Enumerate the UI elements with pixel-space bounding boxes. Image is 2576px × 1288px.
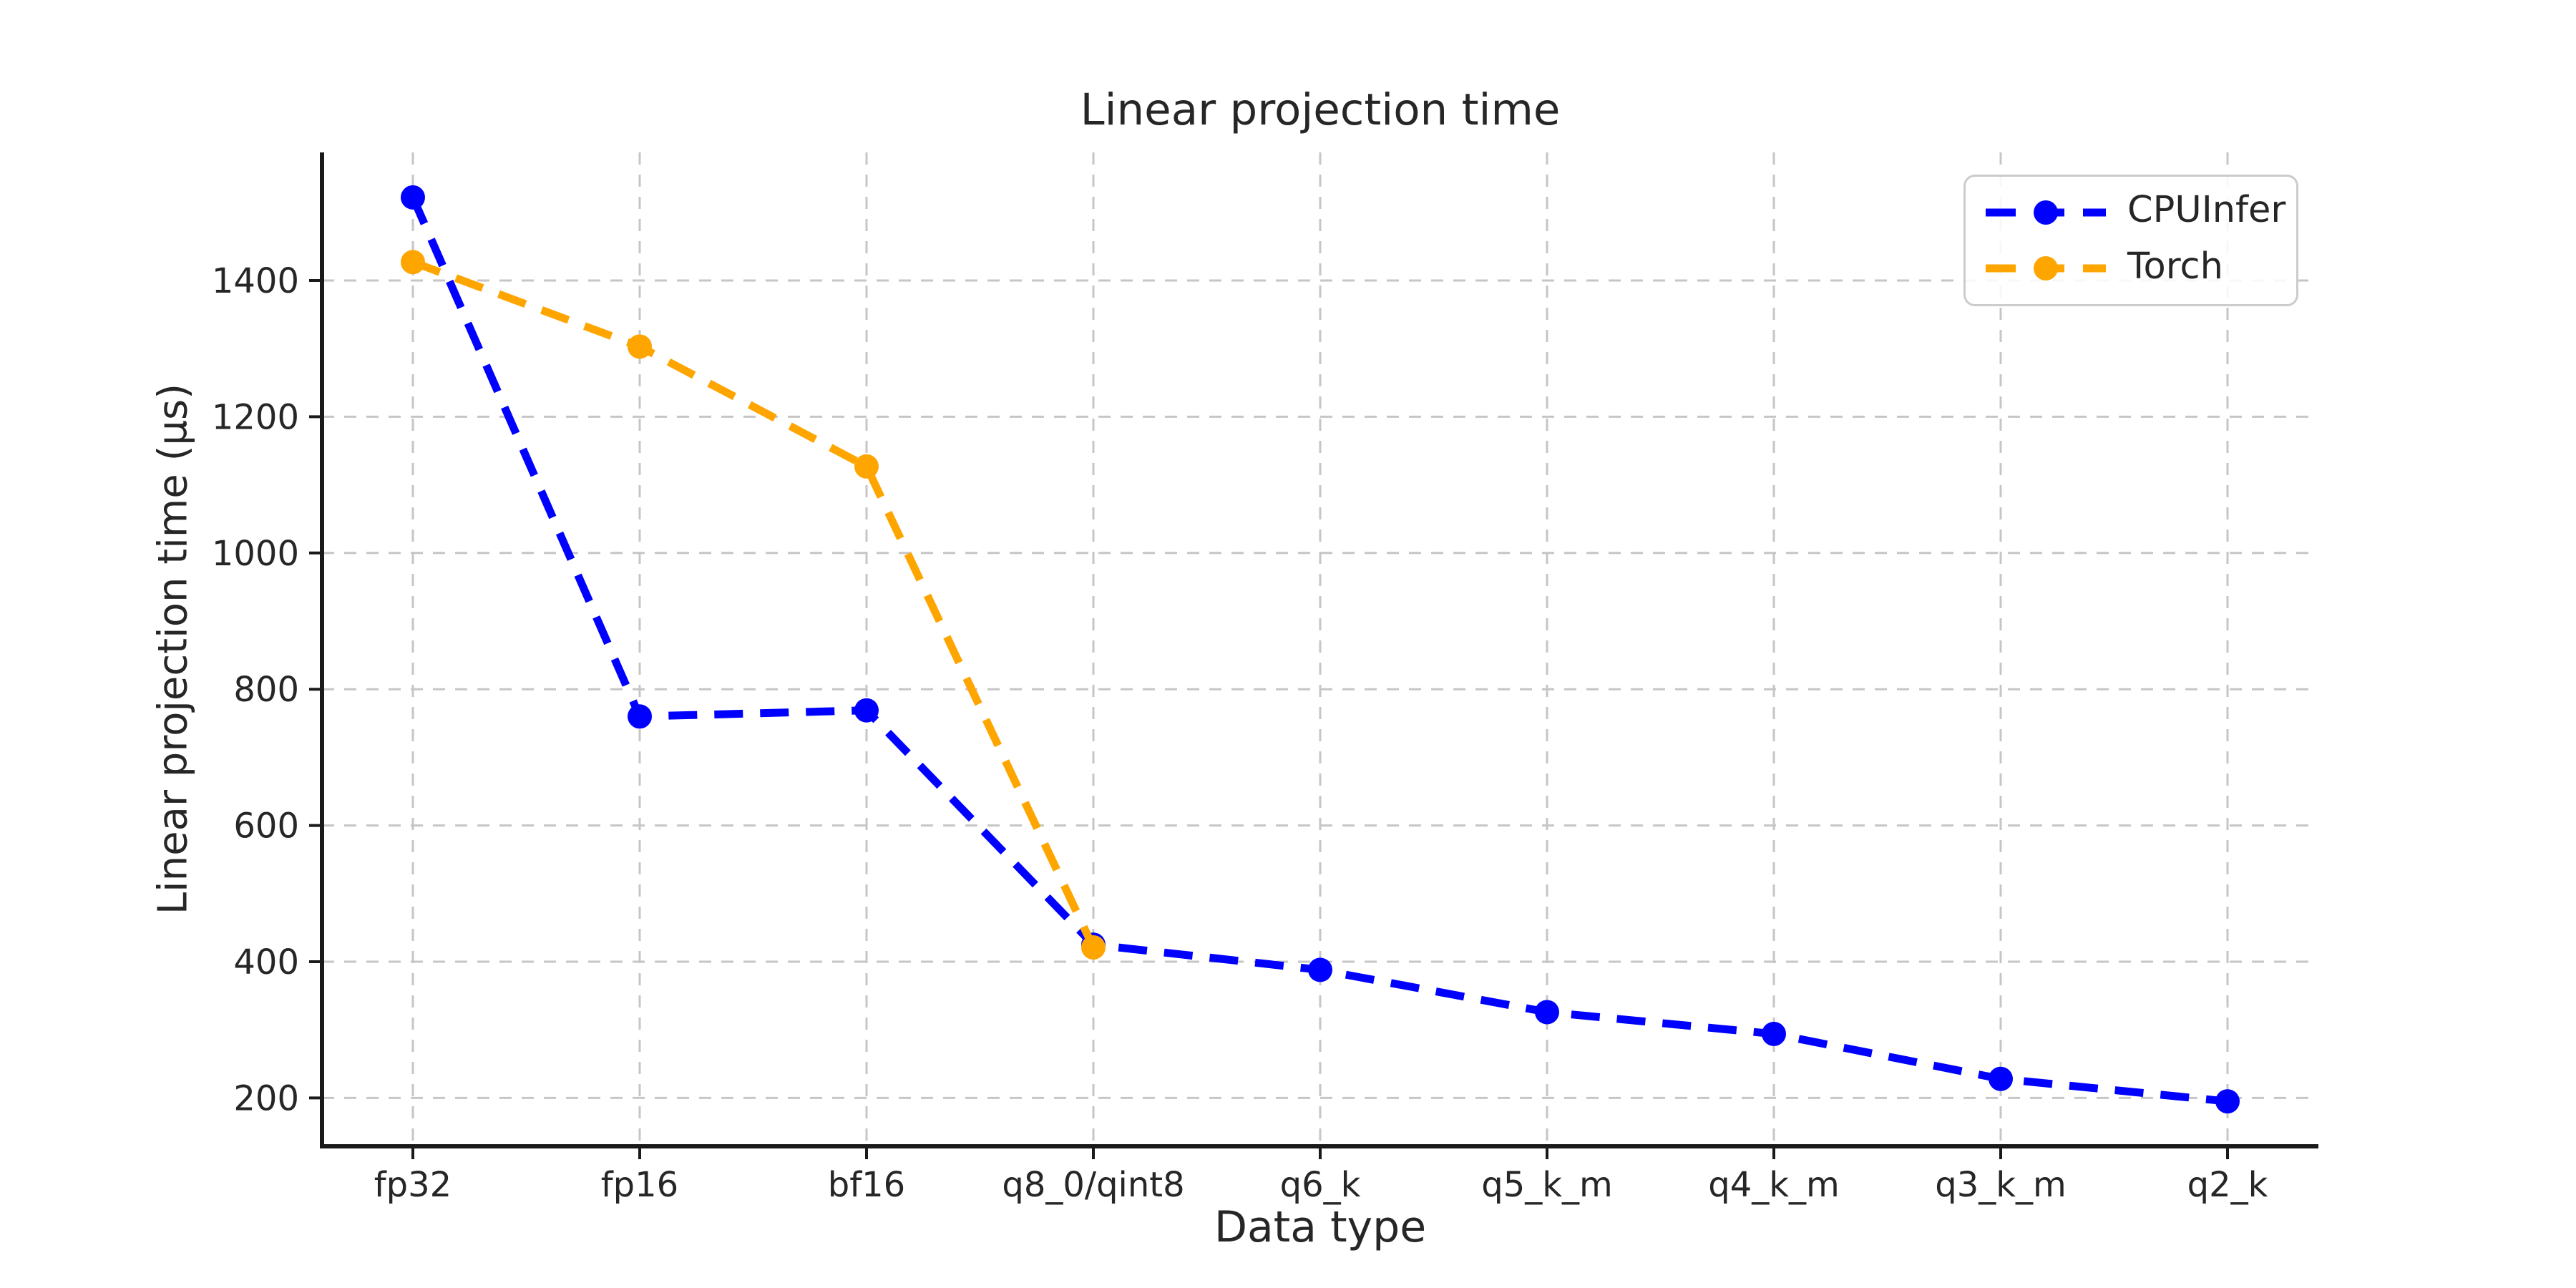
data-point-cpuinfer xyxy=(1535,1000,1559,1025)
y-tick-label: 1200 xyxy=(212,397,299,437)
y-tick-label: 800 xyxy=(233,670,299,710)
y-tick-label: 600 xyxy=(233,806,299,847)
data-point-cpuinfer xyxy=(1989,1066,2013,1091)
series-line-torch xyxy=(411,258,1097,950)
x-tick-label: q3_k_m xyxy=(1935,1165,2067,1205)
y-axis-label-text: Linear projection time (µs) xyxy=(150,383,197,915)
data-point-torch xyxy=(854,454,879,479)
data-point-cpuinfer xyxy=(2215,1089,2240,1114)
x-tick-label: fp32 xyxy=(374,1165,452,1205)
data-point-cpuinfer xyxy=(401,185,425,210)
data-point-torch xyxy=(1081,935,1106,960)
data-point-cpuinfer xyxy=(628,704,652,729)
y-tick-label: 400 xyxy=(233,942,299,982)
x-tick-label: q2_k xyxy=(2187,1165,2268,1205)
torch-line-sample-icon xyxy=(1986,256,2106,281)
y-tick-label: 200 xyxy=(233,1078,299,1118)
data-point-torch xyxy=(628,334,652,359)
x-tick-label: q4_k_m xyxy=(1708,1165,1840,1205)
legend-item-cpuinfer: CPUInfer xyxy=(1984,192,2296,233)
data-point-cpuinfer xyxy=(1762,1021,1786,1046)
x-axis-label: Data type xyxy=(1214,1202,1427,1252)
chart-title: Linear projection time xyxy=(1080,84,1561,135)
y-tick-label: 1000 xyxy=(212,534,299,574)
y-tick-label: 1400 xyxy=(212,261,299,301)
x-tick-label: q8_0/qint8 xyxy=(1002,1165,1184,1205)
legend-label-cpuinfer: CPUInfer xyxy=(2127,189,2286,232)
x-tick-label: bf16 xyxy=(828,1165,905,1205)
x-tick-label: fp16 xyxy=(601,1165,678,1205)
data-point-cpuinfer xyxy=(1308,957,1332,982)
x-tick-label: q5_k_m xyxy=(1481,1165,1613,1205)
data-point-torch xyxy=(401,250,425,275)
legend-item-torch: Torch xyxy=(1984,248,2296,289)
legend-label-torch: Torch xyxy=(2127,245,2223,288)
cpuinfer-line-sample-icon xyxy=(1986,200,2106,225)
data-point-cpuinfer xyxy=(854,698,879,723)
x-tick-label: q6_k xyxy=(1280,1165,1361,1205)
legend: CPUInfer Torch xyxy=(1963,175,2298,306)
